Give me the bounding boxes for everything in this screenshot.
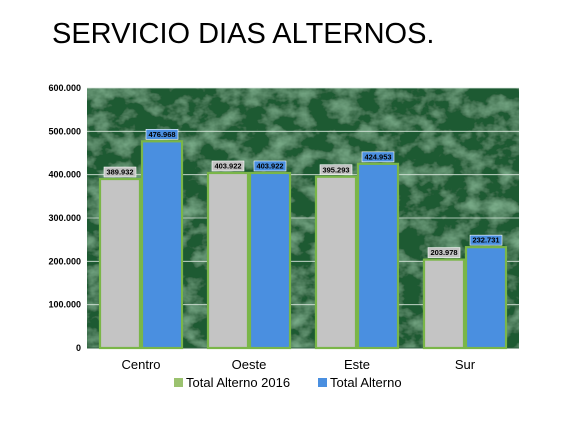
bar [314, 175, 358, 350]
slide-title: SERVICIO DIAS ALTERNOS. [52, 18, 435, 50]
data-label-box [145, 129, 179, 140]
data-label: 232.731 [472, 236, 499, 245]
data-label-box [469, 234, 503, 246]
bar [98, 177, 142, 350]
x-tick-label: Oeste [232, 357, 267, 372]
y-tick-label: 300.000 [48, 213, 81, 223]
bar [248, 171, 292, 350]
y-tick-label: 100.000 [48, 300, 81, 310]
legend-label: Total Alterno [330, 375, 402, 390]
data-label: 389.932 [106, 168, 133, 177]
bar [464, 246, 508, 350]
data-label: 424.953 [364, 152, 391, 161]
data-label: 395.293 [322, 165, 349, 174]
x-tick-label: Sur [455, 357, 476, 372]
data-label: 403.922 [256, 162, 283, 171]
y-tick-label: 0 [76, 343, 81, 353]
data-label-box [427, 247, 461, 258]
bar [356, 162, 400, 350]
bar [140, 140, 184, 350]
y-tick-label: 400.000 [48, 170, 81, 180]
data-label-box [361, 151, 395, 163]
x-tick-label: Este [344, 357, 370, 372]
bar [206, 171, 250, 350]
data-label-box [319, 164, 353, 176]
x-tick-label: Centro [121, 357, 160, 372]
data-label-box [211, 160, 245, 172]
data-label: 476.968 [148, 130, 175, 139]
data-label-box [253, 160, 287, 172]
y-tick-label: 600.000 [48, 83, 81, 93]
data-label-box [103, 166, 137, 178]
data-label: 203.978 [430, 248, 457, 257]
data-label: 403.922 [214, 162, 241, 171]
y-tick-label: 500.000 [48, 126, 81, 136]
y-tick-label: 200.000 [48, 256, 81, 266]
legend-swatch [174, 378, 183, 387]
legend-swatch [318, 378, 327, 387]
legend-label: Total Alterno 2016 [186, 375, 290, 390]
bar [422, 258, 466, 350]
